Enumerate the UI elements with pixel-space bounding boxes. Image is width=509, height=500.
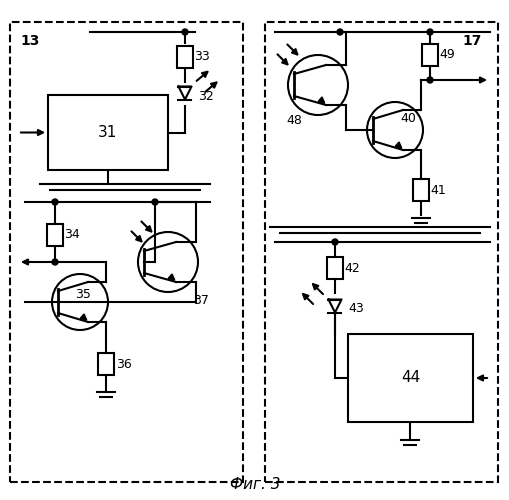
Text: 17: 17 [461, 34, 480, 48]
Text: 44: 44 [400, 370, 419, 386]
Circle shape [52, 199, 58, 205]
Circle shape [426, 29, 432, 35]
Text: 32: 32 [197, 90, 213, 102]
Text: 43: 43 [347, 302, 363, 316]
Circle shape [336, 29, 343, 35]
Text: 40: 40 [399, 112, 415, 124]
Text: 35: 35 [75, 288, 91, 300]
Bar [98, 353, 114, 375]
Circle shape [52, 259, 58, 265]
Bar [10, 22, 242, 482]
Text: 36: 36 [116, 358, 131, 370]
Text: 31: 31 [98, 125, 118, 140]
Bar [412, 179, 428, 201]
Bar [347, 334, 472, 422]
Circle shape [331, 239, 337, 245]
Text: 41: 41 [429, 184, 445, 196]
Bar [47, 224, 63, 246]
Text: 34: 34 [64, 228, 79, 241]
Text: 13: 13 [20, 34, 39, 48]
Bar [326, 257, 343, 279]
Text: 42: 42 [344, 262, 359, 274]
Bar [48, 95, 167, 170]
Circle shape [152, 199, 158, 205]
Bar [177, 46, 192, 68]
Text: 48: 48 [286, 114, 301, 126]
Text: 33: 33 [193, 50, 209, 64]
Circle shape [426, 77, 432, 83]
Bar [265, 22, 497, 482]
Bar [421, 44, 437, 66]
Text: Фиг. 3: Фиг. 3 [229, 477, 280, 492]
Text: 49: 49 [438, 48, 454, 62]
Circle shape [182, 29, 188, 35]
Text: 37: 37 [192, 294, 209, 306]
